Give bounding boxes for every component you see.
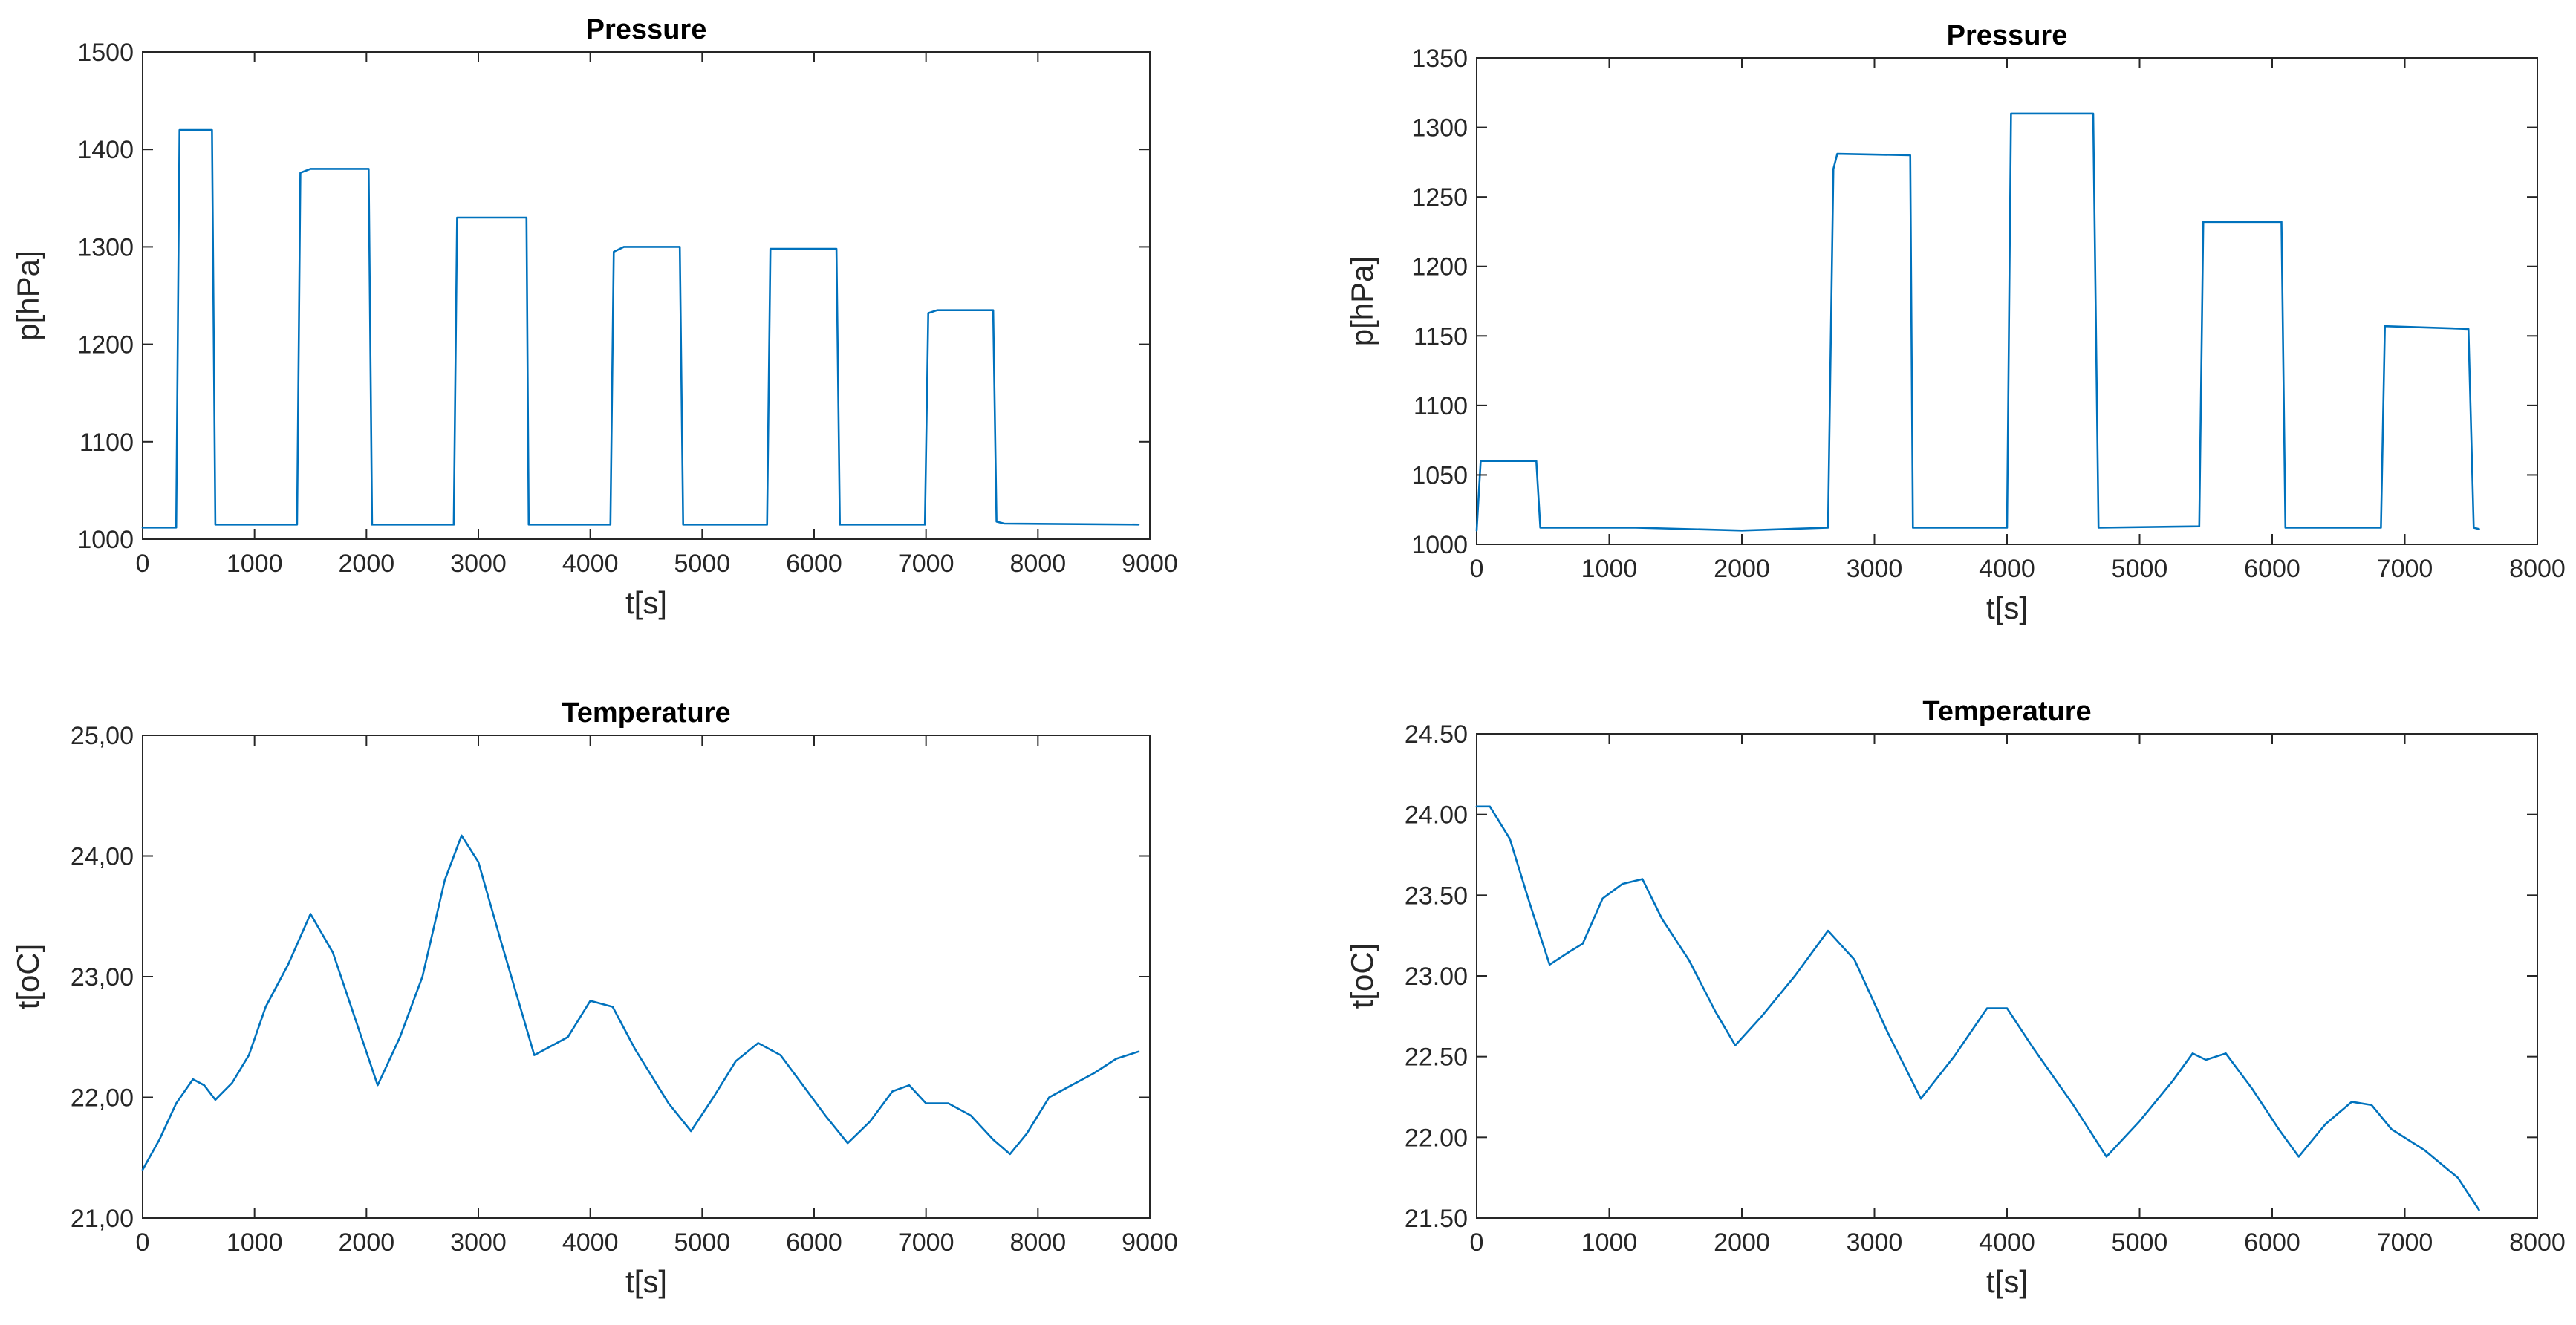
x-tick-label: 8000 <box>1010 550 1067 578</box>
y-tick-label: 24.50 <box>1405 720 1468 749</box>
x-axis-label: t[s] <box>1986 590 2028 625</box>
x-tick-label: 6000 <box>786 1228 842 1257</box>
y-tick-label: 23.00 <box>1405 963 1468 991</box>
x-tick-label: 5000 <box>2112 555 2168 583</box>
x-tick-label: 4000 <box>1979 1228 2035 1257</box>
x-tick-label: 1000 <box>227 1228 283 1257</box>
y-tick-label: 1300 <box>1411 114 1468 143</box>
y-tick-label: 21,00 <box>71 1205 134 1233</box>
x-axis-label: t[s] <box>1986 1264 2028 1299</box>
y-tick-label: 1500 <box>77 39 134 67</box>
plot-area <box>1476 733 2538 1219</box>
y-tick-label: 22,00 <box>71 1084 134 1113</box>
x-tick-label: 8000 <box>1010 1228 1067 1257</box>
series-line-temperature <box>1475 805 2480 1211</box>
y-tick-label: 1200 <box>77 331 134 359</box>
chart-title: Pressure <box>586 14 707 45</box>
y-tick-label: 1100 <box>79 429 134 457</box>
y-tick-label: 25,00 <box>71 722 134 750</box>
x-tick-label: 1000 <box>227 550 283 578</box>
x-tick-label: 5000 <box>2112 1228 2168 1257</box>
x-tick-label: 3000 <box>450 1228 507 1257</box>
chart-1: 0 1000 2000 3000 4000 5000 6000 7000 8000 9000100… <box>10 14 1178 620</box>
y-tick-label: 1150 <box>1414 322 1468 351</box>
y-axis-label: t[oC] <box>1344 943 1379 1009</box>
x-tick-label: 8000 <box>2509 555 2566 583</box>
chart-4: 0 1000 2000 3000 4000 5000 6000 7000 8000 21.50 22… <box>1344 696 2566 1299</box>
x-tick-label: 6000 <box>786 550 842 578</box>
plot-area <box>142 51 1151 540</box>
x-tick-label: 3000 <box>1847 555 1903 583</box>
x-tick-label: 2000 <box>339 550 395 578</box>
y-tick-label: 22.50 <box>1405 1044 1468 1072</box>
x-tick-label: 3000 <box>450 550 507 578</box>
y-tick-label: 22.00 <box>1405 1124 1468 1152</box>
y-axis-label: p[hPa] <box>1344 256 1379 346</box>
series-line-pressure <box>1475 112 2480 532</box>
y-axis-label: p[hPa] <box>10 250 45 340</box>
x-tick-label: 1000 <box>1581 1228 1638 1257</box>
y-tick-label: 1350 <box>1411 45 1468 73</box>
x-tick-label: 8000 <box>2509 1228 2566 1257</box>
x-tick-label: 0 <box>136 550 150 578</box>
y-axis-label: t[oC] <box>10 944 45 1010</box>
x-tick-label: 6000 <box>2244 1228 2300 1257</box>
x-axis-label: t[s] <box>625 585 667 620</box>
y-tick-label: 23.50 <box>1405 882 1468 910</box>
y-tick-label: 24,00 <box>71 843 134 871</box>
y-tick-label: 24.00 <box>1405 801 1468 830</box>
y-tick-label: 1200 <box>1411 253 1468 281</box>
x-tick-label: 0 <box>1470 1228 1484 1257</box>
x-tick-label: 7000 <box>898 550 954 578</box>
x-tick-label: 4000 <box>1979 555 2035 583</box>
y-tick-label: 1000 <box>1411 531 1468 559</box>
chart-title: Temperature <box>562 697 730 729</box>
x-tick-label: 6000 <box>2244 555 2300 583</box>
chart-title: Temperature <box>1922 696 2091 727</box>
y-tick-label: 1050 <box>1411 461 1468 489</box>
chart-2: 0 1000 2000 3000 4000 5000 6000 7000 80001000105… <box>1344 20 2566 625</box>
x-tick-label: 5000 <box>674 1228 731 1257</box>
x-tick-label: 9000 <box>1122 1228 1178 1257</box>
x-tick-label: 4000 <box>562 1228 619 1257</box>
y-tick-label: 1400 <box>77 136 134 164</box>
x-tick-label: 2000 <box>1714 1228 1770 1257</box>
x-axis-label: t[s] <box>625 1264 667 1299</box>
y-tick-label: 21.50 <box>1405 1205 1468 1233</box>
x-tick-label: 0 <box>1470 555 1484 583</box>
series-line-temperature <box>141 834 1140 1171</box>
x-tick-label: 5000 <box>674 550 731 578</box>
x-tick-label: 4000 <box>562 550 619 578</box>
x-tick-label: 1000 <box>1581 555 1638 583</box>
y-tick-label: 23,00 <box>71 963 134 992</box>
chart-title: Pressure <box>1947 20 2068 51</box>
x-tick-label: 3000 <box>1847 1228 1903 1257</box>
x-tick-label: 9000 <box>1122 550 1178 578</box>
y-tick-label: 1100 <box>1414 392 1468 420</box>
x-tick-label: 7000 <box>898 1228 954 1257</box>
y-tick-label: 1300 <box>77 233 134 261</box>
y-tick-label: 1250 <box>1411 183 1468 212</box>
series-line-pressure <box>141 128 1140 529</box>
x-tick-label: 2000 <box>1714 555 1770 583</box>
y-tick-label: 1000 <box>77 526 134 554</box>
x-tick-label: 7000 <box>2377 1228 2433 1257</box>
x-tick-label: 2000 <box>339 1228 395 1257</box>
x-tick-label: 7000 <box>2377 555 2433 583</box>
chart-3: 0 1000 2000 3000 4000 5000 6000 7000 8000 9000 21,… <box>10 697 1178 1299</box>
plot-area <box>142 735 1151 1219</box>
x-tick-label: 0 <box>136 1228 150 1257</box>
